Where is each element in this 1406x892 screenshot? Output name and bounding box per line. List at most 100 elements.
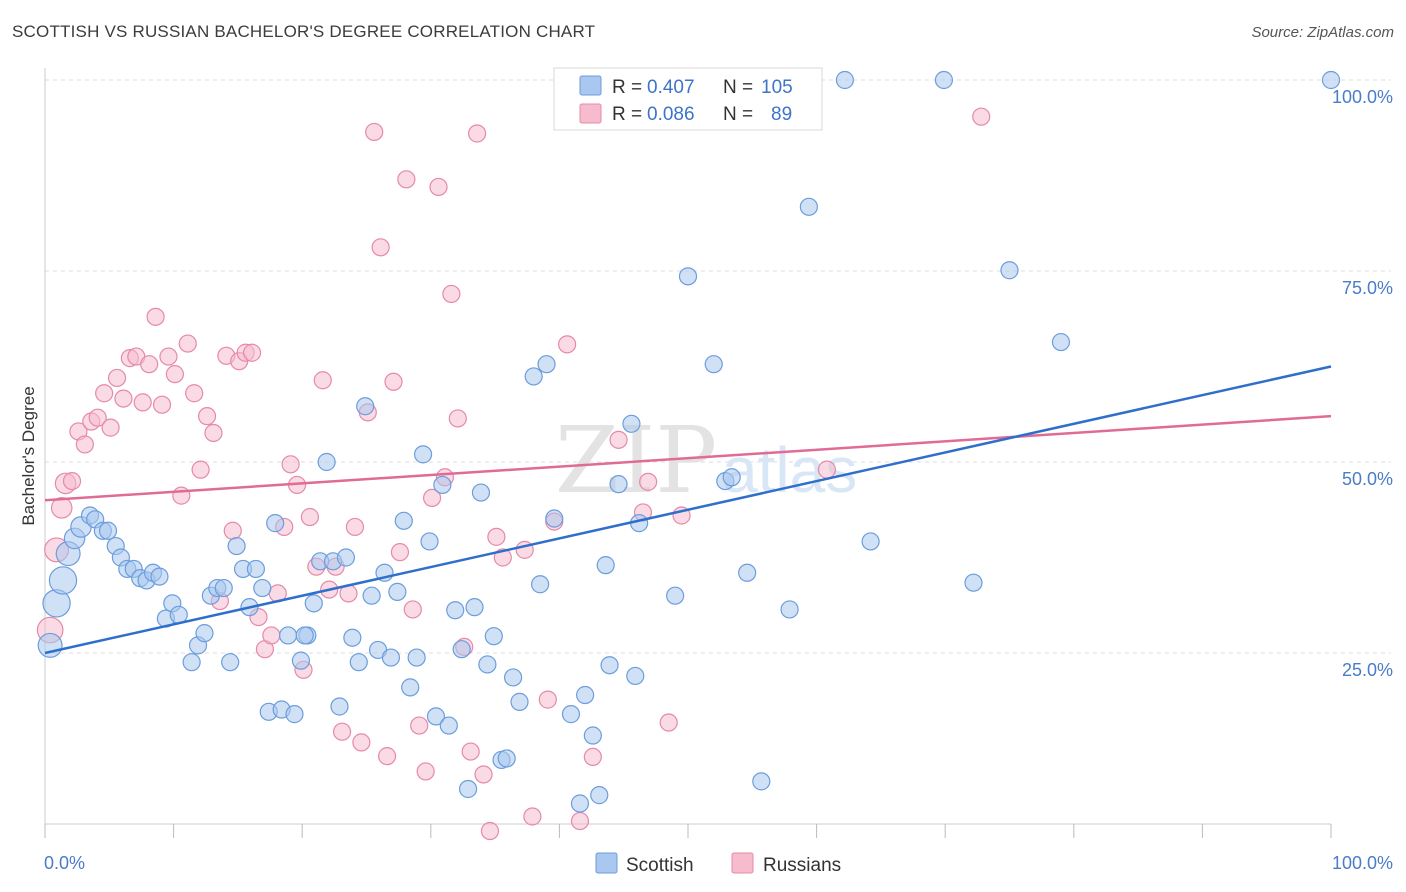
scottish-point bbox=[497, 749, 516, 768]
scottish-point bbox=[622, 414, 641, 433]
russians-point bbox=[352, 733, 371, 752]
russians-point bbox=[223, 521, 242, 540]
russians-point bbox=[523, 807, 542, 826]
x-tick-label-start: 0.0% bbox=[44, 853, 85, 873]
chart-title: SCOTTISH VS RUSSIAN BACHELOR'S DEGREE CO… bbox=[12, 22, 596, 41]
scottish-point bbox=[37, 632, 63, 658]
scottish-point bbox=[1321, 70, 1341, 90]
trend-lines bbox=[44, 365, 1332, 655]
russians-point bbox=[75, 435, 94, 454]
scottish-point bbox=[545, 509, 564, 528]
scottish-point bbox=[678, 267, 698, 286]
scottish-point bbox=[356, 397, 375, 416]
scottish-point bbox=[394, 511, 413, 530]
legend-r-label-russians: R = bbox=[612, 104, 642, 125]
scottish-point bbox=[510, 692, 529, 711]
scottish-point bbox=[349, 653, 368, 672]
scottish-point bbox=[336, 548, 356, 567]
russians-point bbox=[474, 765, 493, 784]
legend-n-value-scottish: 105 bbox=[761, 77, 793, 98]
russians-point bbox=[570, 811, 590, 831]
russians-point bbox=[146, 307, 165, 326]
russians-point bbox=[178, 334, 197, 353]
russians-point bbox=[416, 762, 435, 781]
scottish-point bbox=[1051, 332, 1071, 352]
y-tick-label-2: 50.0% bbox=[1342, 469, 1393, 489]
russians-point bbox=[332, 722, 352, 741]
series-legend: Scottish Russians bbox=[595, 852, 841, 876]
scottish-point bbox=[413, 445, 433, 464]
russians-point bbox=[487, 527, 506, 546]
scottish-point bbox=[524, 367, 543, 386]
scottish-point bbox=[362, 586, 381, 605]
russians-point bbox=[140, 355, 159, 374]
russians-point bbox=[397, 170, 416, 189]
scottish-point bbox=[835, 70, 854, 90]
scottish-point bbox=[861, 532, 880, 551]
scottish-point bbox=[278, 626, 298, 645]
scottish-point bbox=[600, 656, 619, 675]
scottish-point bbox=[780, 600, 799, 619]
scottish-point bbox=[799, 197, 818, 216]
russians-point bbox=[50, 497, 73, 519]
scottish-point bbox=[531, 575, 550, 594]
scottish-point bbox=[426, 707, 446, 726]
russians-point bbox=[88, 408, 107, 427]
watermark-atlas: atlas bbox=[722, 434, 857, 506]
scottish-point bbox=[626, 666, 645, 686]
scottish-point bbox=[182, 653, 201, 672]
russians-point bbox=[429, 177, 448, 197]
legend-r-value-scottish: 0.407 bbox=[647, 77, 695, 98]
scottish-point bbox=[253, 578, 272, 598]
russians-point bbox=[493, 548, 512, 567]
russians-point bbox=[197, 407, 217, 426]
scottish-point bbox=[150, 567, 169, 586]
russians-point bbox=[583, 747, 602, 767]
russians-point bbox=[538, 690, 557, 709]
russians-point bbox=[558, 335, 577, 354]
scottish-point bbox=[98, 521, 118, 540]
scottish-point bbox=[964, 573, 983, 592]
russians-point bbox=[262, 626, 281, 645]
scottish-point bbox=[1000, 261, 1019, 280]
russians-point bbox=[191, 460, 210, 479]
legend-n-label-russians: N = bbox=[723, 104, 753, 125]
russians-point bbox=[371, 238, 390, 257]
x-ticks bbox=[44, 824, 1332, 838]
scottish-point bbox=[583, 726, 602, 745]
russians-point bbox=[817, 460, 836, 479]
legend-n-value-russians: 89 bbox=[771, 104, 792, 125]
scottish-points bbox=[37, 70, 1341, 813]
scottish-point bbox=[561, 705, 581, 724]
russians-point bbox=[972, 107, 991, 126]
scottish-point bbox=[465, 598, 484, 617]
y-axis-label: Bachelor's Degree bbox=[19, 386, 38, 525]
russians-trend-line bbox=[44, 414, 1332, 502]
scottish-point bbox=[471, 483, 491, 502]
scottish-point bbox=[221, 653, 240, 672]
scottish-point bbox=[246, 559, 266, 579]
scottish-point bbox=[295, 626, 314, 645]
source-label: Source: ZipAtlas.com bbox=[1251, 24, 1394, 41]
y-tick-label-0: 100.0% bbox=[1332, 87, 1393, 107]
russians-point bbox=[185, 384, 204, 403]
y-tick-label-3: 25.0% bbox=[1342, 660, 1393, 680]
scottish-point bbox=[484, 627, 503, 646]
scottish-point bbox=[304, 594, 323, 613]
russians-point bbox=[165, 365, 184, 384]
russians-point bbox=[152, 395, 172, 414]
russians-point bbox=[242, 343, 262, 362]
series-legend-swatch-russians bbox=[731, 852, 754, 874]
y-tick-label-1: 75.0% bbox=[1342, 278, 1393, 298]
scottish-point bbox=[388, 582, 407, 601]
scottish-point bbox=[504, 668, 523, 687]
russians-point bbox=[107, 368, 127, 388]
scottish-point bbox=[738, 563, 757, 582]
scottish-point bbox=[227, 536, 246, 556]
russians-point bbox=[114, 389, 133, 408]
scottish-point bbox=[666, 586, 685, 605]
scottish-point bbox=[570, 794, 590, 813]
scottish-point bbox=[452, 640, 471, 659]
scottish-point bbox=[446, 601, 465, 620]
scottish-point bbox=[214, 578, 233, 598]
